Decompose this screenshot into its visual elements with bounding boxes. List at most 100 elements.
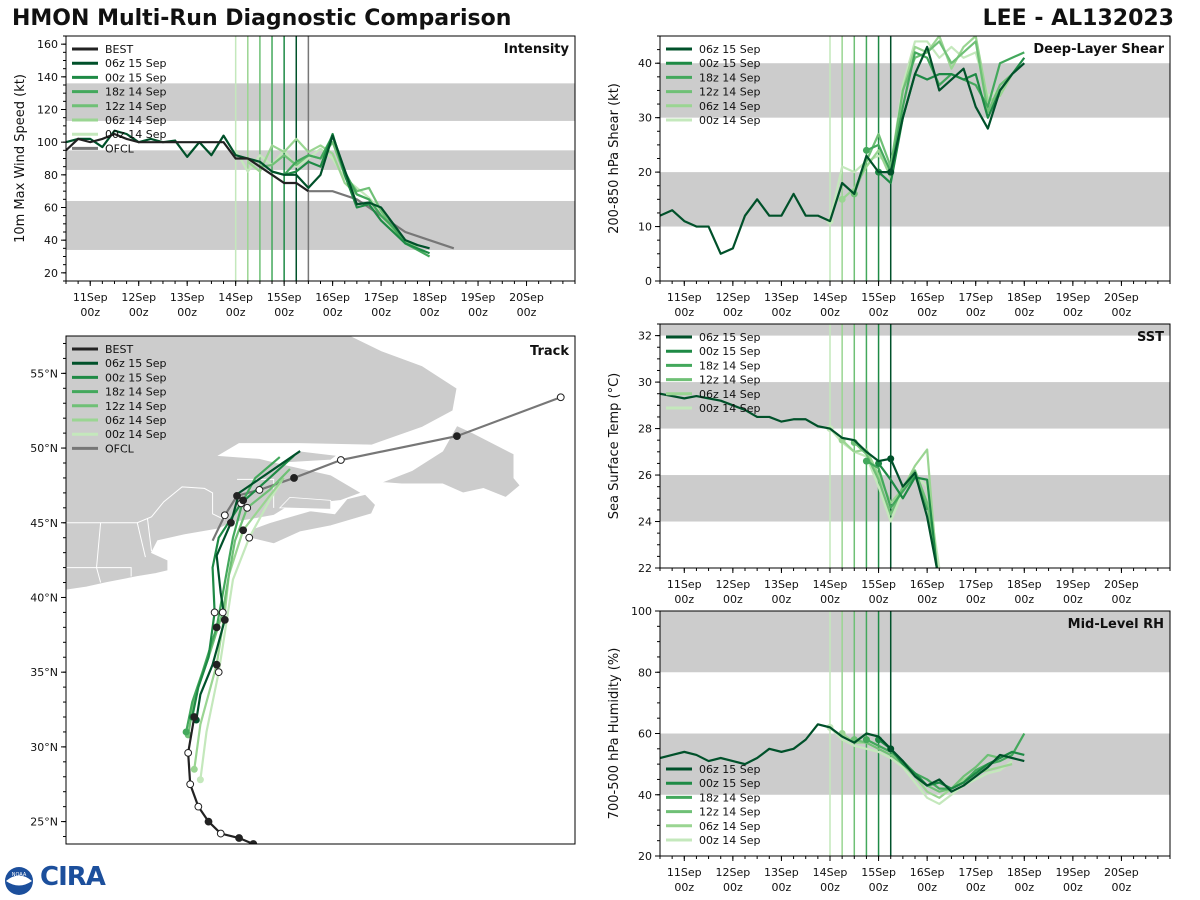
init-marker — [887, 455, 895, 463]
init-marker — [838, 195, 846, 203]
legend-label: 18z 14 Sep — [699, 791, 761, 804]
y-tick-label: 20 — [638, 850, 652, 863]
x-tick-day-label: 16Sep — [910, 578, 945, 591]
series-line — [660, 392, 938, 568]
y-tick-label: 120 — [37, 104, 58, 117]
legend-label: 00z 14 Sep — [105, 428, 167, 441]
storm-id-title: LEE - AL132023 — [982, 6, 1174, 31]
best-track-point — [186, 780, 195, 789]
legend-label: 00z 14 Sep — [699, 834, 761, 847]
init-marker — [887, 745, 895, 753]
x-tick-hour-label: 00z — [772, 306, 792, 319]
forecast-point — [336, 456, 345, 464]
x-tick-hour-label: 00z — [723, 306, 743, 319]
x-tick-day-label: 13Sep — [764, 578, 799, 591]
x-tick-hour-label: 00z — [966, 593, 986, 606]
forecast-point — [212, 660, 221, 669]
forecast-point — [556, 393, 565, 402]
x-tick-hour-label: 00z — [468, 306, 488, 319]
x-tick-day-label: 17Sep — [364, 291, 399, 304]
legend-label: 00z 15 Sep — [105, 371, 167, 384]
legend-label: 06z 14 Sep — [699, 388, 761, 401]
x-tick-day-label: 17Sep — [958, 291, 993, 304]
x-tick-hour-label: 00z — [869, 593, 889, 606]
x-tick-day-label: 12Sep — [715, 578, 750, 591]
x-tick-hour-label: 00z — [820, 306, 840, 319]
forecast-point — [220, 615, 229, 624]
x-tick-hour-label: 00z — [420, 306, 440, 319]
x-tick-hour-label: 00z — [966, 881, 986, 894]
x-tick-day-label: 11Sep — [667, 291, 702, 304]
x-tick-hour-label: 00z — [772, 881, 792, 894]
legend-label: 06z 14 Sep — [105, 114, 167, 127]
legend-label: 06z 14 Sep — [105, 414, 167, 427]
intensity-band — [660, 475, 1170, 522]
y-tick-label: 28 — [638, 423, 652, 436]
x-tick-hour-label: 00z — [1063, 593, 1083, 606]
land-polygon — [278, 496, 332, 510]
x-tick-day-label: 16Sep — [910, 866, 945, 879]
x-tick-hour-label: 00z — [1112, 593, 1132, 606]
x-tick-day-label: 12Sep — [121, 291, 156, 304]
model-track — [199, 480, 283, 780]
intensity-band — [660, 172, 1170, 227]
y-tick-label: 60 — [44, 202, 58, 215]
border-line — [136, 522, 146, 558]
noaa-logo-icon: NOAA — [5, 867, 33, 895]
legend-label: 00z 14 Sep — [699, 402, 761, 415]
x-tick-hour-label: 00z — [966, 306, 986, 319]
y-tick-label: 30 — [638, 112, 652, 125]
lat-tick-label: 25°N — [30, 816, 58, 829]
legend-label: OFCL — [105, 142, 135, 155]
series-line — [877, 738, 1025, 790]
x-tick-day-label: 14Sep — [813, 578, 848, 591]
init-marker — [862, 146, 870, 154]
legend-label: 00z 14 Sep — [699, 114, 761, 127]
forecast-point — [214, 668, 223, 677]
legend-label: 06z 15 Sep — [105, 357, 167, 370]
legend-label: 18z 14 Sep — [105, 86, 167, 99]
x-tick-hour-label: 00z — [723, 881, 743, 894]
init-marker — [887, 168, 895, 176]
y-tick-label: 40 — [44, 234, 58, 247]
series-line — [283, 132, 430, 255]
forecast-point — [233, 491, 241, 500]
legend-label: 00z 15 Sep — [105, 71, 167, 84]
x-tick-day-label: 20Sep — [1104, 578, 1139, 591]
x-tick-day-label: 14Sep — [813, 291, 848, 304]
x-tick-day-label: 19Sep — [1055, 866, 1090, 879]
forecast-point — [212, 623, 221, 632]
legend-label: 00z 14 Sep — [105, 128, 167, 141]
x-tick-hour-label: 00z — [820, 593, 840, 606]
y-tick-label: 10 — [638, 221, 652, 234]
lat-tick-label: 30°N — [30, 741, 58, 754]
x-tick-day-label: 14Sep — [813, 866, 848, 879]
y-axis-label: Sea Surface Temp (°C) — [607, 373, 622, 520]
y-tick-label: 0 — [645, 275, 652, 288]
x-tick-hour-label: 00z — [517, 306, 537, 319]
legend-label: 06z 15 Sep — [699, 763, 761, 776]
y-tick-label: 80 — [44, 169, 58, 182]
panel-title: SST — [1137, 330, 1164, 345]
x-tick-day-label: 15Sep — [861, 866, 896, 879]
intensity-band — [66, 83, 575, 121]
x-tick-hour-label: 00z — [723, 593, 743, 606]
legend-label: BEST — [105, 343, 133, 356]
y-tick-label: 160 — [37, 38, 58, 51]
forecast-point — [290, 474, 298, 482]
series-line — [660, 723, 1025, 793]
x-tick-day-label: 15Sep — [267, 291, 302, 304]
best-track-point — [204, 817, 213, 826]
x-tick-hour-label: 00z — [129, 306, 149, 319]
legend-label: 12z 14 Sep — [699, 374, 761, 387]
x-tick-day-label: 11Sep — [667, 578, 702, 591]
series-line — [841, 439, 938, 568]
y-axis-label: 200-850 hPa Shear (kt) — [607, 83, 622, 234]
x-tick-day-label: 18Sep — [1007, 291, 1042, 304]
x-tick-day-label: 12Sep — [715, 291, 750, 304]
series-line — [865, 732, 1026, 790]
track-start-marker — [182, 728, 190, 736]
y-tick-label: 80 — [638, 666, 652, 679]
lat-tick-label: 35°N — [30, 666, 58, 679]
